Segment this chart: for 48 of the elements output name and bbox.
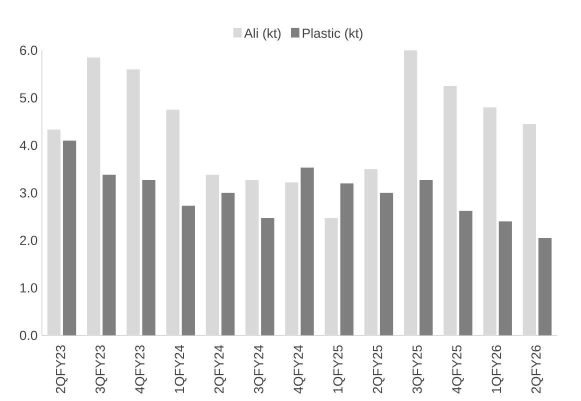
bar (483, 107, 496, 336)
y-tick-label: 4.0 (20, 140, 38, 150)
bar (522, 124, 536, 336)
x-tick-label: 3QFY25 (412, 345, 424, 394)
bar (404, 50, 418, 336)
x-tick-label: 1QFY26 (492, 345, 504, 393)
legend-label: Ali (kt) (244, 28, 281, 40)
bar (420, 180, 433, 336)
y-tick-label: 1.0 (20, 283, 38, 292)
bar (300, 168, 314, 336)
bar (47, 130, 61, 336)
x-tick-label: 4QFY24 (294, 345, 306, 394)
bar (126, 69, 140, 336)
bar (444, 86, 457, 336)
x-tick-label: 3QFY24 (254, 345, 266, 394)
y-tick-label: 0.0 (20, 330, 38, 340)
bar (86, 57, 100, 336)
bar (538, 238, 552, 336)
x-tick-label: 1QFY24 (174, 345, 186, 393)
y-tick-label: 5.0 (20, 93, 38, 102)
bar (166, 110, 180, 336)
x-tick-label: 4QFY25 (452, 345, 464, 394)
bar (142, 180, 156, 336)
x-tick-label: 2QFY25 (372, 345, 385, 394)
x-tick-label: 2QFY23 (56, 345, 68, 394)
bar (245, 180, 259, 336)
bar (182, 206, 195, 336)
y-tick-label: 3.0 (20, 188, 38, 198)
legend-label: Plastic (kt) (302, 28, 362, 40)
bar (459, 210, 472, 336)
bar (340, 183, 354, 336)
y-tick-label: 6.0 (20, 46, 38, 55)
x-tick-label: 4QFY23 (135, 345, 147, 394)
bar (102, 174, 116, 336)
bar (221, 192, 235, 336)
bar (285, 182, 298, 336)
bar (380, 192, 394, 336)
bar (206, 174, 220, 336)
bar (261, 218, 274, 336)
bar (498, 221, 512, 336)
bar (62, 140, 76, 336)
x-tick-label: 1QFY25 (333, 345, 345, 393)
bar (324, 218, 338, 336)
x-tick-label: 3QFY23 (96, 345, 108, 394)
y-tick-label: 2.0 (20, 236, 38, 245)
x-tick-label: 2QFY26 (531, 345, 544, 394)
bar (364, 168, 378, 336)
x-tick-label: 2QFY24 (214, 345, 226, 394)
